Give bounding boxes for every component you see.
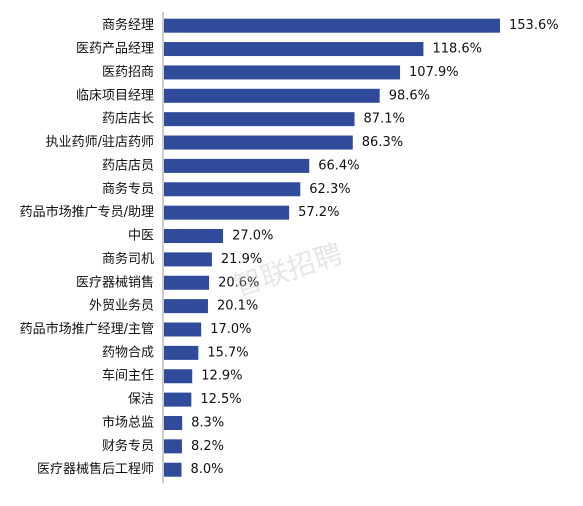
category-label: 医疗器械销售 xyxy=(76,274,154,290)
value-label: 20.6% xyxy=(218,275,259,290)
value-label: 66.4% xyxy=(318,158,359,173)
bar xyxy=(164,462,182,477)
bar xyxy=(164,205,290,220)
category-label: 药品市场推广经理/主管 xyxy=(20,321,154,337)
bar xyxy=(164,42,424,57)
value-label: 87.1% xyxy=(364,112,405,127)
category-label: 外贸业务员 xyxy=(89,298,154,314)
bar xyxy=(164,18,500,33)
bar xyxy=(164,275,210,290)
category-label: 车间主任 xyxy=(102,368,154,384)
category-label: 市场总监 xyxy=(102,414,154,430)
value-label: 20.1% xyxy=(217,299,258,314)
category-label: 医药产品经理 xyxy=(76,42,154,57)
category-label: 保洁 xyxy=(128,392,154,407)
category-label: 临床项目经理 xyxy=(76,88,154,103)
bar xyxy=(164,112,355,127)
value-label: 17.0% xyxy=(210,322,251,337)
value-label: 8.2% xyxy=(191,439,224,454)
category-label: 商务专员 xyxy=(102,181,154,197)
value-label: 98.6% xyxy=(389,88,430,103)
value-label: 118.6% xyxy=(432,42,482,57)
bar xyxy=(164,345,199,360)
bar xyxy=(164,65,401,80)
value-label: 21.9% xyxy=(221,252,262,267)
bar xyxy=(164,369,193,384)
category-label: 商务司机 xyxy=(102,251,154,267)
category-label: 中医 xyxy=(128,229,154,244)
bar xyxy=(164,252,212,267)
bar xyxy=(164,229,224,244)
value-label: 12.5% xyxy=(200,392,241,407)
category-label: 商务经理 xyxy=(102,17,154,33)
value-label: 153.6% xyxy=(509,18,559,33)
category-label: 财务专员 xyxy=(102,438,154,454)
bar xyxy=(164,392,192,407)
category-label: 医药招商 xyxy=(102,65,154,80)
value-label: 57.2% xyxy=(298,205,339,220)
watermark: 智联招聘 xyxy=(230,237,347,303)
value-label: 12.9% xyxy=(201,369,242,384)
category-label: 药品市场推广专员/助理 xyxy=(20,204,154,220)
value-label: 27.0% xyxy=(232,229,273,244)
category-label: 医疗器械售后工程师 xyxy=(37,461,154,477)
bar xyxy=(164,135,353,150)
bar xyxy=(164,439,182,454)
category-label: 药物合成 xyxy=(102,345,154,360)
value-label: 62.3% xyxy=(309,182,350,197)
value-label: 8.3% xyxy=(191,415,224,430)
value-label: 86.3% xyxy=(362,135,403,150)
value-label: 107.9% xyxy=(409,65,459,80)
bar xyxy=(164,88,380,103)
category-label: 药店店长 xyxy=(102,112,154,127)
value-label: 15.7% xyxy=(207,345,248,360)
category-label: 药店店员 xyxy=(102,158,154,173)
bar xyxy=(164,158,310,173)
bar xyxy=(164,299,208,314)
bar xyxy=(164,322,202,337)
category-label: 执业药师/驻店药师 xyxy=(46,135,154,150)
bar xyxy=(164,415,183,430)
value-label: 8.0% xyxy=(191,462,224,477)
bar xyxy=(164,182,301,197)
